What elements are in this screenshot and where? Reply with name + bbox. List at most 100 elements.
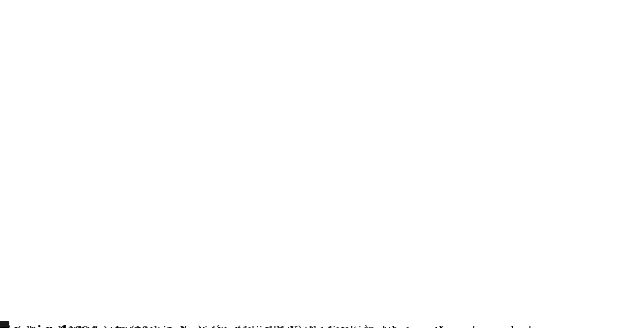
Text: 6: 6 xyxy=(1,322,9,328)
Text: 2: 2 xyxy=(0,321,7,328)
Text: l’intervalle interquartile.: l’intervalle interquartile. xyxy=(1,327,136,328)
Text: 3: 3 xyxy=(0,321,6,328)
Text: 4: 4 xyxy=(0,322,5,328)
Text: 4: 4 xyxy=(0,321,6,328)
Text: 4: 4 xyxy=(3,321,9,328)
Text: 2: 2 xyxy=(1,321,8,328)
Text: 5: 5 xyxy=(0,322,6,328)
Text: 3: 3 xyxy=(1,321,8,328)
Text: 2: 2 xyxy=(0,321,7,328)
Text: 6: 6 xyxy=(3,322,9,328)
Text: 6: 6 xyxy=(1,322,8,328)
Text: c.: c. xyxy=(0,327,9,328)
Text: 5: 5 xyxy=(0,322,6,328)
Text: 2: 2 xyxy=(0,321,4,328)
Text: Dresser le tableau statistique de la distribution de la variable X (effectifs cu: Dresser le tableau statistique de la dis… xyxy=(1,326,454,328)
Text: 2: 2 xyxy=(2,321,9,328)
Text: b.: b. xyxy=(0,327,11,328)
Text: 2: 2 xyxy=(1,321,8,328)
Text: Calculer les valeurs de tendance centrale de la distribution : la moyenne, le mo: Calculer les valeurs de tendance central… xyxy=(1,327,450,328)
Text: 2: 2 xyxy=(2,321,9,328)
Text: 3: 3 xyxy=(0,321,6,328)
Text: 4: 4 xyxy=(0,322,5,328)
Text: 2: 2 xyxy=(0,321,4,328)
Text: Exercice 1: Exercice 1 xyxy=(0,325,69,328)
Text: 2: 2 xyxy=(3,321,9,328)
Text: 1: 1 xyxy=(0,321,5,328)
Text: 1: 1 xyxy=(0,321,6,328)
Text: 1: 1 xyxy=(0,321,4,328)
Text: 6: 6 xyxy=(2,322,9,328)
Text: 4: 4 xyxy=(1,321,9,328)
Text: 3: 3 xyxy=(2,321,9,328)
Text: Tracer le diagramme en bâtons et la boîte à moustaches de cette distribution.: Tracer le diagramme en bâtons et la boît… xyxy=(1,327,428,328)
Text: 3: 3 xyxy=(1,321,8,328)
Text: 4: 4 xyxy=(0,321,6,328)
Text: 3: 3 xyxy=(0,321,6,328)
Text: 1: 1 xyxy=(1,321,8,328)
Text: 6: 6 xyxy=(1,322,8,328)
Text: 2: 2 xyxy=(0,321,5,328)
Text: 2: 2 xyxy=(0,321,6,328)
Text: 1: 1 xyxy=(1,321,8,328)
Text: 4: 4 xyxy=(0,321,6,328)
Text: 1: 1 xyxy=(1,321,8,328)
Text: 3: 3 xyxy=(0,321,5,328)
Text: 3: 3 xyxy=(0,321,5,328)
Text: 4: 4 xyxy=(0,322,4,328)
Text: 1: 1 xyxy=(0,321,6,328)
Text: d.: d. xyxy=(0,327,11,328)
Text: 2: 2 xyxy=(0,321,6,328)
Text: 3: 3 xyxy=(0,321,4,328)
Text: 2: 2 xyxy=(1,321,8,328)
Text: un intervalle de temps (10 minutes) et on obtient les valeurs suivantes :: un intervalle de temps (10 minutes) et o… xyxy=(0,325,406,328)
Text: Calculer les valeurs de la dispersion de la distribution : variance, l’écart typ: Calculer les valeurs de la dispersion de… xyxy=(1,327,438,328)
Text: 4: 4 xyxy=(1,321,8,328)
Text: 2: 2 xyxy=(3,321,9,328)
Text: 2: 2 xyxy=(0,321,6,328)
Text: 3: 3 xyxy=(0,321,4,328)
Text: 3: 3 xyxy=(0,321,4,328)
Text: 5: 5 xyxy=(0,322,7,328)
Text: 2: 2 xyxy=(1,321,8,328)
Text: 4: 4 xyxy=(2,321,9,328)
Text: 4: 4 xyxy=(0,322,5,328)
Text: 6: 6 xyxy=(1,322,8,328)
Text: 2: 2 xyxy=(0,321,4,328)
Text: 4: 4 xyxy=(0,321,7,328)
Text: 2: 2 xyxy=(2,321,9,328)
Text: 2: 2 xyxy=(2,321,9,328)
Text: 4: 4 xyxy=(2,321,9,328)
Text: 2: 2 xyxy=(0,321,5,328)
Text: 1: 1 xyxy=(0,321,5,328)
Text: 3: 3 xyxy=(0,321,5,328)
Text: 1: 1 xyxy=(0,321,4,328)
Text: 5: 5 xyxy=(1,322,8,328)
Text: 6: 6 xyxy=(2,322,9,328)
Text: 2: 2 xyxy=(0,321,4,328)
Text: 5: 5 xyxy=(0,322,6,328)
Text: 1: 1 xyxy=(0,321,6,328)
Text: 2: 2 xyxy=(1,321,8,328)
Text: 3: 3 xyxy=(0,321,7,328)
Text: 1: 1 xyxy=(0,321,6,328)
Text: 3: 3 xyxy=(1,321,9,328)
Text: 3: 3 xyxy=(0,321,5,328)
Text: 4: 4 xyxy=(0,322,4,328)
Text: 4: 4 xyxy=(1,321,8,328)
Text: 4: 4 xyxy=(1,321,8,328)
Text: et les trois quartiles Q₁, Q₂ et Q₃.: et les trois quartiles Q₁, Q₂ et Q₃. xyxy=(1,327,182,328)
Text: 3: 3 xyxy=(0,321,5,328)
Text: 3: 3 xyxy=(2,321,9,328)
Text: On observe 100 fois le nombre d’arrivées (variable X) de clients à un bureau de : On observe 100 fois le nombre d’arrivées… xyxy=(0,325,533,328)
Text: 3: 3 xyxy=(1,321,8,328)
Text: 3: 3 xyxy=(0,321,4,328)
Text: 5: 5 xyxy=(0,322,6,328)
Text: a.: a. xyxy=(0,326,10,328)
Text: 3: 3 xyxy=(0,321,4,328)
Text: 3: 3 xyxy=(3,321,9,328)
Text: 3: 3 xyxy=(0,321,6,328)
Text: 3: 3 xyxy=(0,321,4,328)
Text: 1: 1 xyxy=(0,321,4,328)
Text: 4: 4 xyxy=(0,322,4,328)
